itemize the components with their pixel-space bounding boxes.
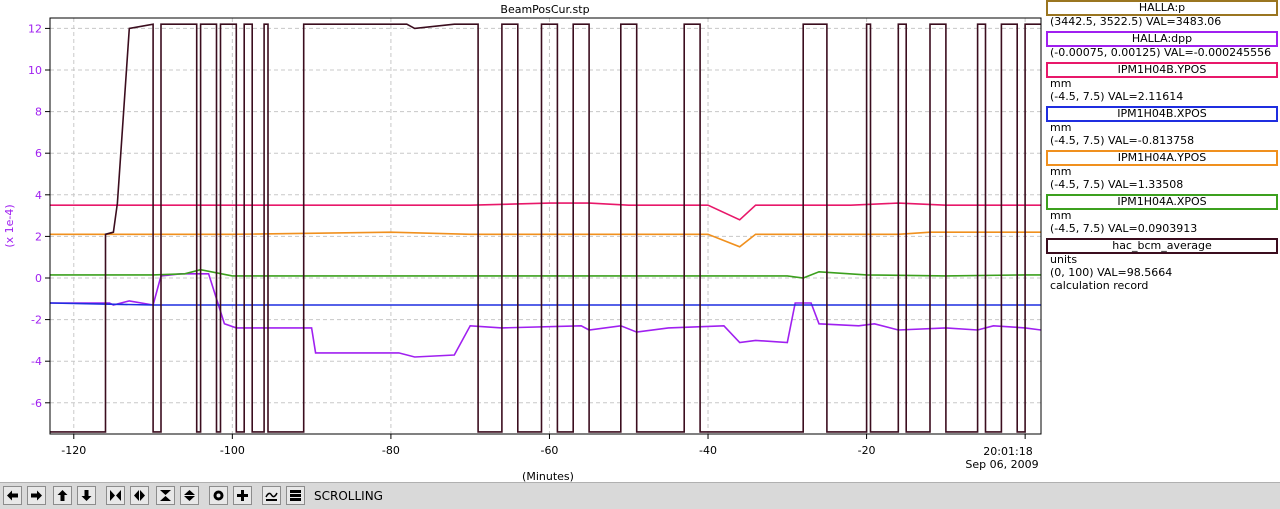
scroll-right-icon <box>31 490 42 501</box>
chart-title: BeamPosCur.stp <box>500 3 589 16</box>
legend-detail: calculation record <box>1050 279 1149 292</box>
legend-entry-halla-dpp[interactable]: HALLA:dpp <box>1046 31 1278 47</box>
x-tick-label: -100 <box>220 444 245 457</box>
series-line-ipm1h04b-xpos <box>50 302 1041 306</box>
x-tick-label: -20 <box>858 444 876 457</box>
legend-detail: mm <box>1050 165 1072 178</box>
legend-entry-halla-p[interactable]: HALLA:p <box>1046 0 1278 16</box>
series-line-ipm1h04a-ypos <box>50 231 1041 248</box>
x-tick-label: -40 <box>699 444 717 457</box>
chart-series <box>50 23 1041 433</box>
expand-vertical-button[interactable] <box>180 486 199 505</box>
scroll-left-icon <box>7 490 18 501</box>
y-tick-label: 12 <box>28 22 42 35</box>
scroll-up-button[interactable] <box>53 486 72 505</box>
scroll-down-button[interactable] <box>77 486 96 505</box>
y-tick-label: 4 <box>35 189 42 202</box>
plot-frame <box>49 17 1042 435</box>
series-line-ipm1h04a-xpos <box>50 268 1041 279</box>
legend-detail: (0, 100) VAL=98.5664 <box>1050 266 1173 279</box>
y-tick-label: 10 <box>28 64 42 77</box>
y-axis: 12 10 8 6 4 2 0 -2 -4 -6 <box>28 22 50 410</box>
reset-icon <box>290 490 301 501</box>
compress-vertical-icon <box>160 490 171 501</box>
autoscale-button[interactable] <box>262 486 281 505</box>
x-axis-label: (Minutes) <box>522 470 574 482</box>
compress-vertical-button[interactable] <box>156 486 175 505</box>
legend-detail: units <box>1050 253 1078 266</box>
zoom-in-button[interactable] <box>233 486 252 505</box>
series-line-ipm1h04b-ypos <box>50 202 1041 221</box>
zoom-out-icon <box>213 490 224 501</box>
zoom-out-button[interactable] <box>209 486 228 505</box>
toolbar: SCROLLING <box>0 482 1280 509</box>
mode-label: SCROLLING <box>314 489 383 503</box>
legend-detail: (-0.00075, 0.00125) VAL=-0.000245556 <box>1050 46 1272 59</box>
scroll-left-button[interactable] <box>3 486 22 505</box>
series-line-hac-bcm-average <box>50 23 1041 433</box>
end-time-label: 20:01:18 <box>983 445 1032 458</box>
legend-detail: (-4.5, 7.5) VAL=-0.813758 <box>1050 134 1195 147</box>
y-tick-label: -4 <box>31 355 42 368</box>
compress-horizontal-button[interactable] <box>106 486 125 505</box>
reset-button[interactable] <box>286 486 305 505</box>
expand-vertical-icon <box>184 490 195 501</box>
legend-detail: mm <box>1050 121 1072 134</box>
x-tick-label: -80 <box>382 444 400 457</box>
legend-entry-hac-bcm-average[interactable]: hac_bcm_average <box>1046 238 1278 254</box>
zoom-in-icon <box>237 490 248 501</box>
legend-entry-ipm1h04a-xpos[interactable]: IPM1H04A.XPOS <box>1046 194 1278 210</box>
expand-horizontal-icon <box>134 490 145 501</box>
y-tick-label: 8 <box>35 106 42 119</box>
scroll-right-button[interactable] <box>27 486 46 505</box>
y-tick-label: 2 <box>35 230 42 243</box>
chart-grid <box>50 18 1041 434</box>
chart: 12 10 8 6 4 2 0 -2 -4 -6 -120 -100 -80 -60 -40 -20 Bea… <box>3 3 1042 482</box>
legend-detail: (-4.5, 7.5) VAL=0.0903913 <box>1050 222 1198 235</box>
series-line-halla-dpp <box>50 272 1041 358</box>
autoscale-icon <box>265 492 278 501</box>
legend-detail: mm <box>1050 209 1072 222</box>
end-date-label: Sep 06, 2009 <box>965 458 1038 471</box>
y-tick-label: 0 <box>35 272 42 285</box>
x-tick-label: -120 <box>61 444 86 457</box>
x-tick-label: -60 <box>540 444 558 457</box>
y-tick-label: 6 <box>35 147 42 160</box>
legend-entry-ipm1h04a-ypos[interactable]: IPM1H04A.YPOS <box>1046 150 1278 166</box>
y-axis-label: (x 1e-4) <box>3 204 16 247</box>
legend-entry-ipm1h04b-ypos[interactable]: IPM1H04B.YPOS <box>1046 62 1278 78</box>
y-tick-label: -6 <box>31 397 42 410</box>
scroll-up-icon <box>57 490 68 501</box>
legend: HALLA:p (3442.5, 3522.5) VAL=3483.06 HALLA… <box>1045 0 1280 480</box>
legend-detail: mm <box>1050 77 1072 90</box>
expand-horizontal-button[interactable] <box>130 486 149 505</box>
scroll-down-icon <box>81 490 92 501</box>
legend-detail: (-4.5, 7.5) VAL=2.11614 <box>1050 90 1184 103</box>
legend-detail: (3442.5, 3522.5) VAL=3483.06 <box>1050 15 1222 28</box>
legend-detail: (-4.5, 7.5) VAL=1.33508 <box>1050 178 1184 191</box>
x-axis: -120 -100 -80 -60 -40 -20 <box>61 434 1026 457</box>
y-tick-label: -2 <box>31 314 42 327</box>
legend-entry-ipm1h04b-xpos[interactable]: IPM1H04B.XPOS <box>1046 106 1278 122</box>
compress-horizontal-icon <box>110 490 121 501</box>
